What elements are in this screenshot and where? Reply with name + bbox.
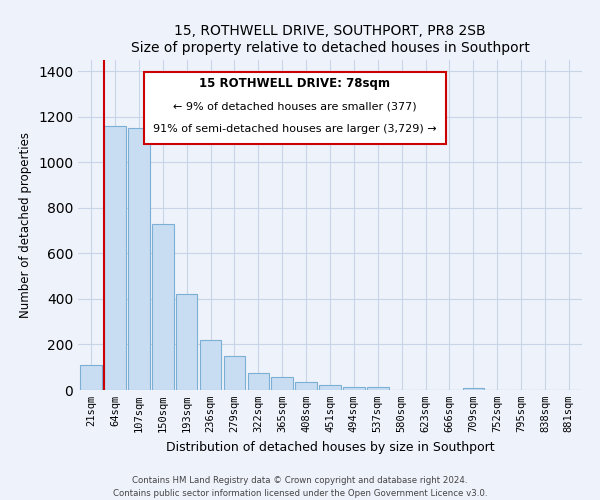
Bar xyxy=(128,128,149,390)
Bar xyxy=(248,373,269,390)
Bar xyxy=(224,356,245,390)
Title: 15, ROTHWELL DRIVE, SOUTHPORT, PR8 2SB
Size of property relative to detached hou: 15, ROTHWELL DRIVE, SOUTHPORT, PR8 2SB S… xyxy=(131,24,529,54)
Text: 15 ROTHWELL DRIVE: 78sqm: 15 ROTHWELL DRIVE: 78sqm xyxy=(199,76,390,90)
Bar xyxy=(271,378,293,390)
FancyBboxPatch shape xyxy=(143,72,446,144)
Text: Contains HM Land Registry data © Crown copyright and database right 2024.
Contai: Contains HM Land Registry data © Crown c… xyxy=(113,476,487,498)
Bar xyxy=(367,386,389,390)
Bar xyxy=(295,382,317,390)
Y-axis label: Number of detached properties: Number of detached properties xyxy=(19,132,32,318)
Bar xyxy=(343,386,365,390)
Bar xyxy=(104,126,126,390)
Text: 91% of semi-detached houses are larger (3,729) →: 91% of semi-detached houses are larger (… xyxy=(153,124,437,134)
Bar xyxy=(176,294,197,390)
Bar xyxy=(319,386,341,390)
X-axis label: Distribution of detached houses by size in Southport: Distribution of detached houses by size … xyxy=(166,440,494,454)
Bar xyxy=(152,224,173,390)
Bar xyxy=(80,365,102,390)
Bar xyxy=(463,388,484,390)
Text: ← 9% of detached houses are smaller (377): ← 9% of detached houses are smaller (377… xyxy=(173,101,416,112)
Bar xyxy=(200,340,221,390)
